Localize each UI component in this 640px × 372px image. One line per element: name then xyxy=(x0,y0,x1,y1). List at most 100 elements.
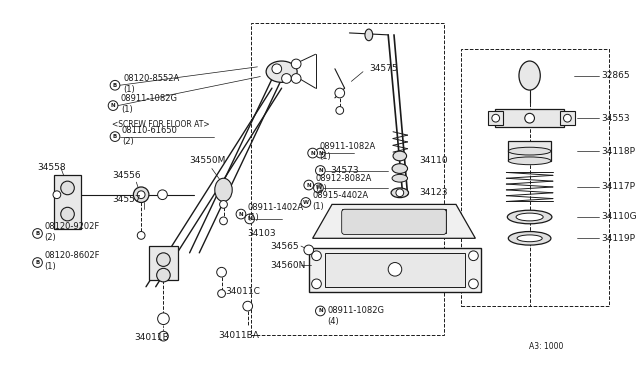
FancyBboxPatch shape xyxy=(342,209,446,234)
Circle shape xyxy=(492,114,500,122)
Bar xyxy=(488,111,504,125)
Circle shape xyxy=(388,263,402,276)
Circle shape xyxy=(304,245,314,255)
Bar xyxy=(495,109,564,127)
Circle shape xyxy=(468,279,478,289)
Ellipse shape xyxy=(519,61,540,90)
Text: 34557: 34557 xyxy=(112,195,141,204)
Circle shape xyxy=(236,209,246,219)
Ellipse shape xyxy=(393,151,406,161)
Ellipse shape xyxy=(508,157,551,165)
Text: 08915-4402A: 08915-4402A xyxy=(312,191,369,200)
Circle shape xyxy=(245,214,255,224)
Text: 08911-1082A: 08911-1082A xyxy=(319,142,376,151)
Bar xyxy=(251,23,444,335)
Circle shape xyxy=(316,166,325,175)
Ellipse shape xyxy=(508,231,551,245)
Ellipse shape xyxy=(508,210,552,224)
Text: 34123: 34123 xyxy=(419,188,448,197)
Text: 08120-9202F: 08120-9202F xyxy=(44,222,100,231)
Circle shape xyxy=(301,198,310,207)
Text: 34117P: 34117P xyxy=(602,183,636,192)
Circle shape xyxy=(157,268,170,282)
Ellipse shape xyxy=(517,235,542,242)
Ellipse shape xyxy=(266,61,297,82)
Polygon shape xyxy=(312,204,476,238)
Circle shape xyxy=(396,189,404,197)
Text: N: N xyxy=(318,308,323,314)
Circle shape xyxy=(218,290,225,297)
Text: 08911-1082G: 08911-1082G xyxy=(121,94,178,103)
Text: (1): (1) xyxy=(248,214,259,222)
Text: (1): (1) xyxy=(44,262,56,271)
Text: B: B xyxy=(35,260,40,265)
Text: 34553: 34553 xyxy=(602,114,630,123)
Ellipse shape xyxy=(365,29,372,41)
Circle shape xyxy=(110,132,120,141)
Text: 34110: 34110 xyxy=(419,156,448,165)
Text: 34119P: 34119P xyxy=(602,234,636,243)
Text: (1): (1) xyxy=(312,202,324,211)
Circle shape xyxy=(316,148,325,158)
Text: 34103: 34103 xyxy=(248,229,276,238)
Circle shape xyxy=(61,181,74,195)
Circle shape xyxy=(108,101,118,110)
Text: 08911-1402A: 08911-1402A xyxy=(248,203,304,212)
Text: <SCREW FOR FLOOR AT>: <SCREW FOR FLOOR AT> xyxy=(112,119,210,128)
Text: 34011C: 34011C xyxy=(225,287,260,296)
Circle shape xyxy=(335,88,344,98)
Text: 34011BA: 34011BA xyxy=(219,331,260,340)
Circle shape xyxy=(133,187,149,202)
Circle shape xyxy=(312,279,321,289)
Text: (4): (4) xyxy=(327,317,339,326)
Text: W: W xyxy=(316,185,321,190)
Circle shape xyxy=(138,191,145,199)
Bar xyxy=(559,111,575,125)
Text: 34565: 34565 xyxy=(270,241,299,251)
Circle shape xyxy=(157,253,170,266)
Bar xyxy=(325,253,465,287)
Text: 08120-8602F: 08120-8602F xyxy=(44,251,100,260)
Circle shape xyxy=(282,74,291,83)
Text: N: N xyxy=(111,103,115,108)
Text: 34560N: 34560N xyxy=(270,261,305,270)
Text: N: N xyxy=(247,217,252,221)
Bar xyxy=(54,175,81,229)
Ellipse shape xyxy=(516,213,543,221)
Circle shape xyxy=(525,113,534,123)
Text: 34556: 34556 xyxy=(112,171,141,180)
Circle shape xyxy=(336,106,344,114)
Circle shape xyxy=(291,74,301,83)
Text: 34011B: 34011B xyxy=(134,333,169,341)
Text: 34558: 34558 xyxy=(38,163,66,172)
Text: 32865: 32865 xyxy=(602,71,630,80)
Circle shape xyxy=(316,306,325,316)
Bar xyxy=(308,248,481,292)
Text: 34550M: 34550M xyxy=(189,156,226,165)
Circle shape xyxy=(220,201,227,208)
Bar xyxy=(342,209,446,234)
Text: N: N xyxy=(310,151,315,155)
Bar xyxy=(508,141,551,161)
Circle shape xyxy=(159,331,168,341)
Circle shape xyxy=(110,80,120,90)
Text: (2): (2) xyxy=(44,233,56,242)
Circle shape xyxy=(272,64,282,74)
Text: N: N xyxy=(318,168,323,173)
Circle shape xyxy=(308,148,317,158)
Circle shape xyxy=(61,207,74,221)
Text: B: B xyxy=(35,231,40,236)
Text: B: B xyxy=(113,83,117,88)
Text: W: W xyxy=(303,200,309,205)
Circle shape xyxy=(157,190,167,199)
Text: (2): (2) xyxy=(122,137,134,146)
Circle shape xyxy=(314,183,323,193)
Text: N: N xyxy=(239,212,243,217)
Circle shape xyxy=(157,313,169,324)
Circle shape xyxy=(291,59,301,69)
Circle shape xyxy=(312,251,321,261)
Text: 08120-8552A: 08120-8552A xyxy=(124,74,180,83)
Text: 34118P: 34118P xyxy=(602,147,636,155)
Circle shape xyxy=(564,114,572,122)
Circle shape xyxy=(53,191,61,199)
